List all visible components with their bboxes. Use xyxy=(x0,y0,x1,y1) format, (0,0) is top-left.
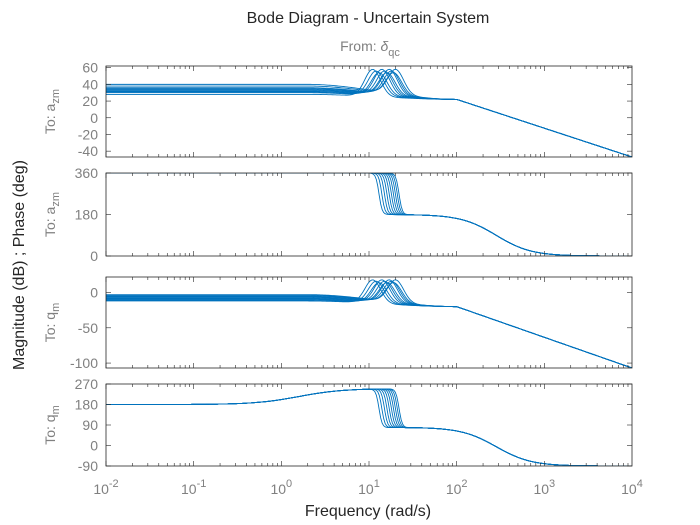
panel-background xyxy=(106,173,632,256)
y-tick-label: 0 xyxy=(90,110,98,126)
y-tick-label: -100 xyxy=(70,355,98,371)
x-tick-label: 10-1 xyxy=(181,478,206,497)
y-tick-label: 60 xyxy=(82,60,98,76)
y-tick-label: 90 xyxy=(82,417,98,433)
panel-background xyxy=(106,66,632,157)
y-tick-label: 360 xyxy=(75,165,99,181)
y-tick-label: 40 xyxy=(82,76,98,92)
y-tick-label: -20 xyxy=(78,126,98,142)
series-group xyxy=(106,68,632,157)
chart-title: Bode Diagram - Uncertain System xyxy=(247,10,490,27)
panel-mag-qm: 0 -50 -100 To: qm xyxy=(42,276,633,371)
y-tick-label: 180 xyxy=(75,397,99,413)
x-tick-label: 100 xyxy=(270,478,292,497)
y-axis-label: Magnitude (dB) ; Phase (deg) xyxy=(11,160,28,370)
y-tick-label: -90 xyxy=(78,458,98,474)
output-label-mag-qm: To: qm xyxy=(42,303,62,343)
y-tick-label: -50 xyxy=(78,320,98,336)
y-tick-label: 270 xyxy=(75,376,99,392)
x-tick-label: 10-2 xyxy=(93,478,118,497)
y-tick-label: -40 xyxy=(78,143,98,159)
panel-phase-qm: 270 180 90 0 -90 To: qm xyxy=(42,376,633,474)
output-label-mag-azm: To: azm xyxy=(42,89,62,134)
axes-box xyxy=(105,65,633,158)
series-line-mag-qm-10 xyxy=(106,279,632,368)
x-tick-label: 101 xyxy=(358,478,380,497)
output-label-phase-qm: To: qm xyxy=(42,405,62,445)
axes-box xyxy=(105,172,633,257)
y-tick-label: 20 xyxy=(82,93,98,109)
x-tick-label: 103 xyxy=(533,478,555,497)
series-group xyxy=(106,279,632,368)
axes-box xyxy=(105,383,633,467)
output-label-phase-azm: To: azm xyxy=(42,192,62,237)
y-tick-label: 0 xyxy=(90,285,98,301)
panel-background xyxy=(106,384,632,466)
series-line-mag-azm-10 xyxy=(106,68,632,157)
input-label: From: δqc xyxy=(340,38,400,59)
y-tick-label: 0 xyxy=(90,248,98,264)
ticks-mag-qm xyxy=(105,277,632,368)
x-tick-label: 102 xyxy=(446,478,468,497)
y-tick-label: 0 xyxy=(90,438,98,454)
panel-phase-azm: 360 180 0 To: azm xyxy=(42,165,633,264)
x-tick-label: 104 xyxy=(621,478,643,497)
ticks-mag-azm xyxy=(105,66,632,157)
x-tick-labels: 10-2 10-1 100 101 102 103 104 xyxy=(93,478,643,497)
panel-background xyxy=(106,277,632,368)
x-axis-label: Frequency (rad/s) xyxy=(305,503,431,520)
y-tick-label: 180 xyxy=(75,207,99,223)
axes-box xyxy=(105,276,633,369)
